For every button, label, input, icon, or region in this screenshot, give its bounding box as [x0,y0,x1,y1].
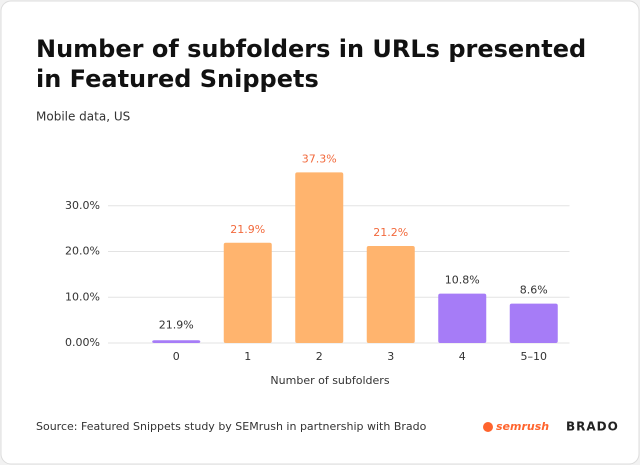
chart-title: Number of subfolders in URLs presented [36,35,586,63]
x-axis-label: Number of subfolders [270,374,389,387]
source: Source: Featured Snippets study by SEMru… [36,420,427,433]
bar [366,246,415,343]
value-label: 8.6% [520,284,548,297]
bar [223,242,272,343]
x-tick-label: 0 [173,350,180,363]
logo-text: BRADO [566,420,619,434]
bar [152,340,201,343]
annotation: 21.9% [159,318,194,331]
bar [438,293,487,343]
bar [509,303,558,343]
chart-title: in Featured Snippets [36,65,319,93]
value-label: 21.9% [230,223,265,236]
subtitle: Mobile data, US [36,110,130,124]
x-tick-label: 5–10 [521,350,548,363]
y-tick-label: 0.00% [65,336,100,349]
value-label: 37.3% [302,152,337,165]
x-tick-label: 2 [316,350,323,363]
semrush-logo: semrush [483,420,549,433]
x-tick-label: 3 [387,350,394,363]
x-tick-label: 4 [459,350,466,363]
logo-text: semrush [496,420,549,433]
y-tick-label: 10.0% [65,290,100,303]
logo-icon [483,422,493,432]
y-tick-label: 20.0% [65,245,100,258]
bar [295,172,344,343]
value-label: 21.2% [373,226,408,239]
value-label: 10.8% [445,274,480,287]
x-tick-label: 1 [244,350,251,363]
y-tick-label: 30.0% [65,199,100,212]
